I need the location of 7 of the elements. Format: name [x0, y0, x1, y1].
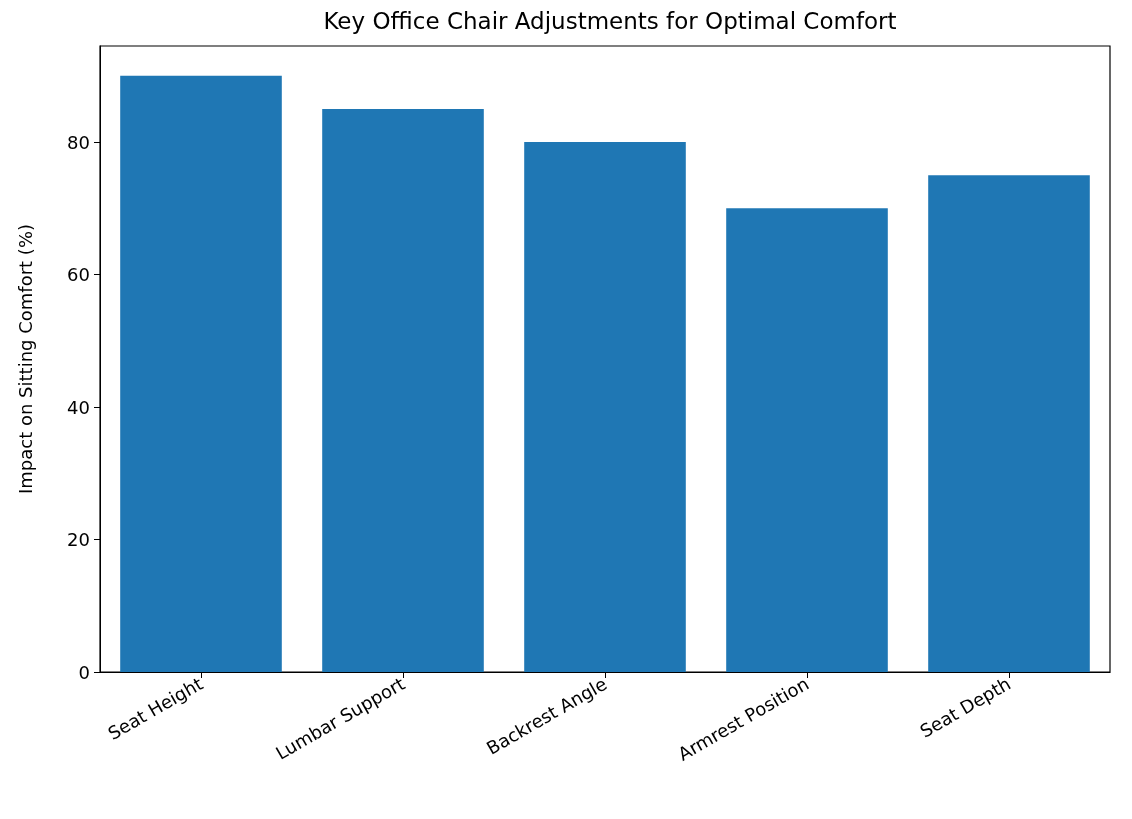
y-tick-label: 40: [67, 396, 90, 418]
y-tick-label: 20: [67, 529, 90, 551]
y-tick-label: 80: [67, 131, 90, 153]
y-axis-title: Impact on Sitting Comfort (%): [14, 223, 36, 495]
chart-title: Key Office Chair Adjustments for Optimal Comfort: [323, 7, 897, 34]
y-tick-label: 60: [67, 264, 90, 286]
y-tick-label: 0: [78, 661, 90, 683]
